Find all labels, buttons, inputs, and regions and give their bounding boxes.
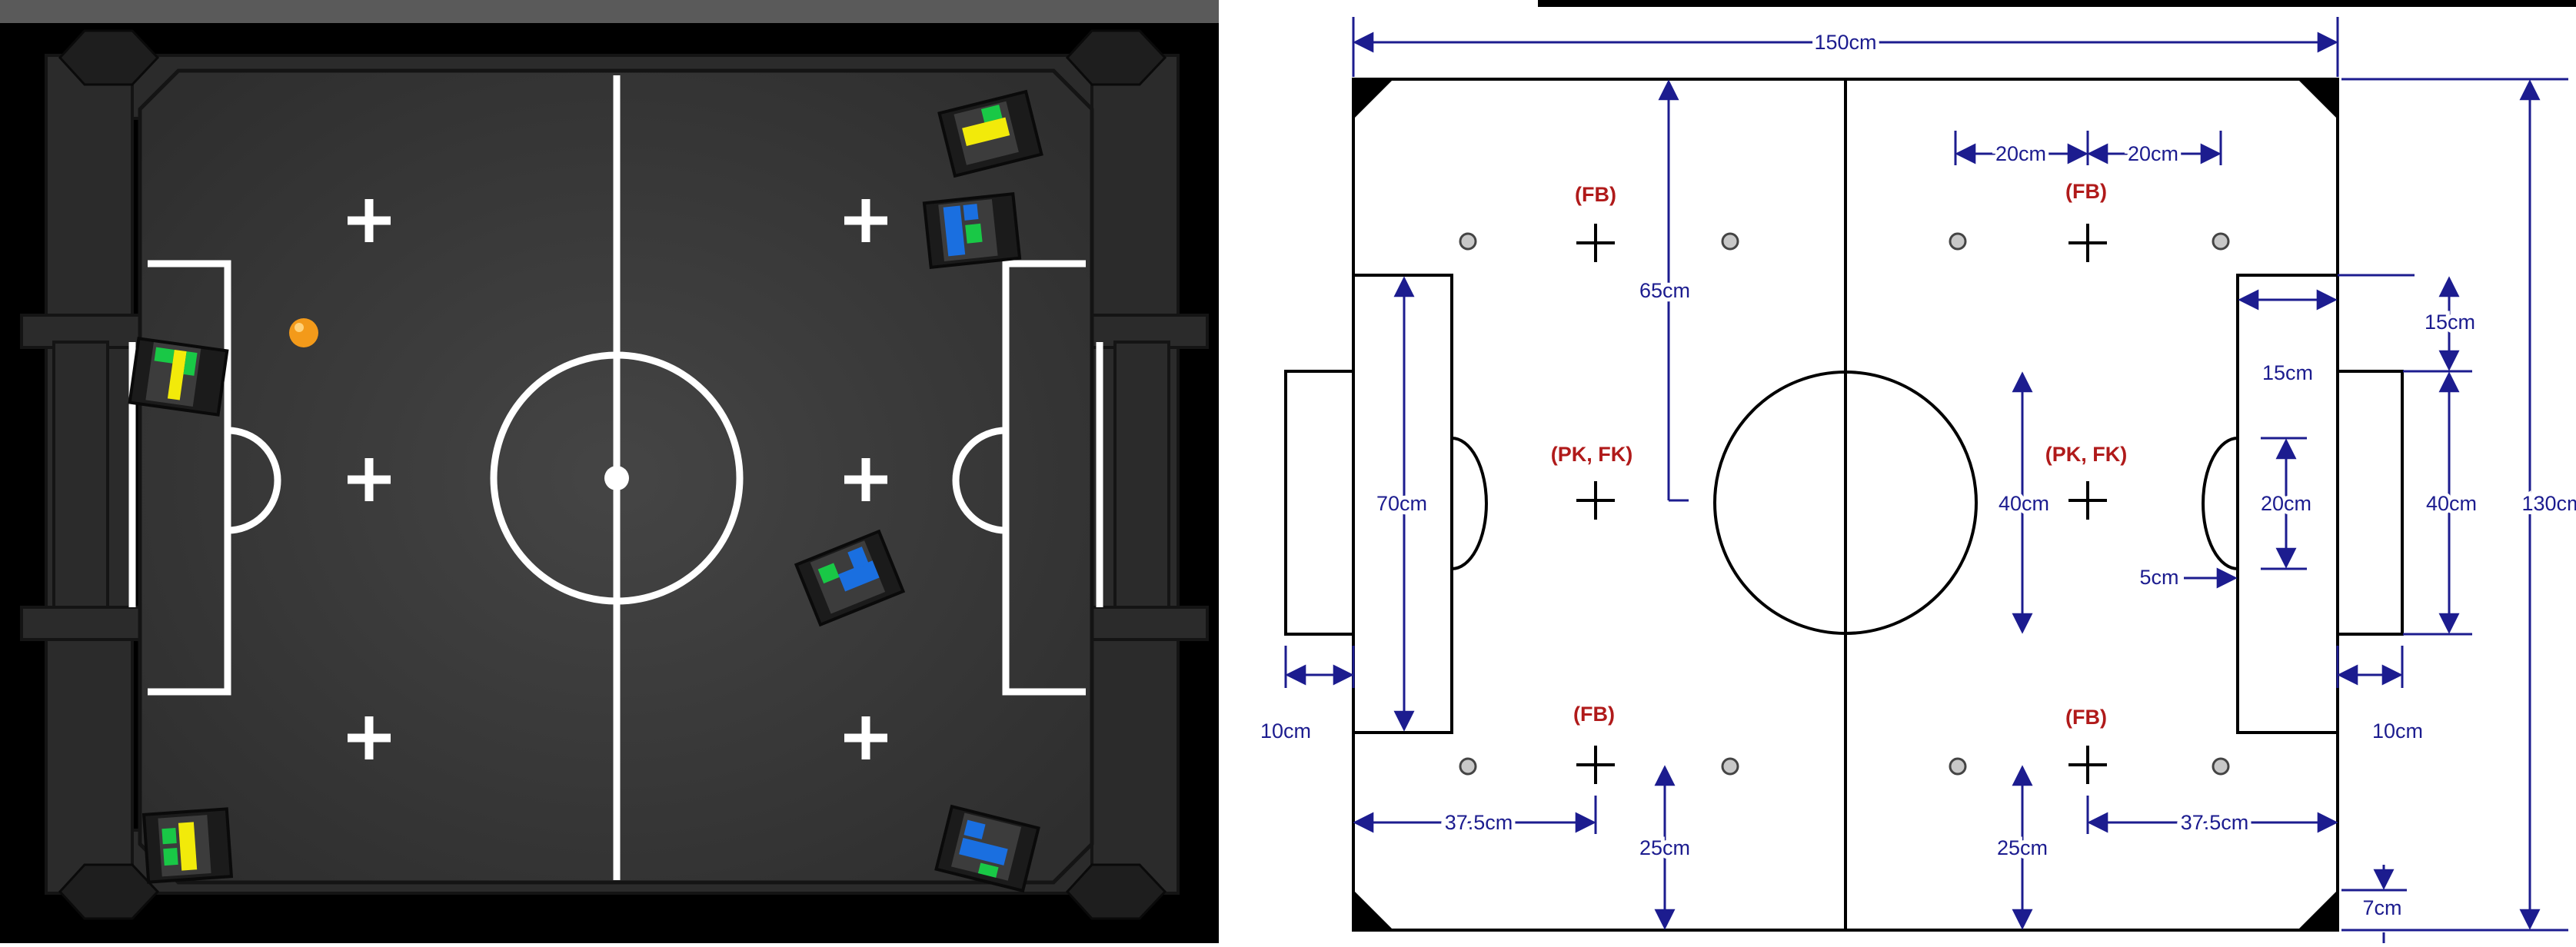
dim-goal-width-right: 40cm [2426, 492, 2477, 515]
circle-dot-icon [1459, 757, 1477, 776]
left-goal [1284, 370, 1353, 636]
dim-spot-from-goal-right: 37.5cm [2181, 811, 2249, 834]
dim-corner-size: 7cm [2362, 896, 2401, 919]
right-penalty-area [2202, 274, 2338, 734]
dim-spot-from-goal-left: 37.5cm [1445, 811, 1513, 834]
corner-posts [58, 29, 1167, 920]
spot-markers [1459, 232, 2230, 776]
robot-top-icon [922, 191, 1022, 270]
dim-arc-diameter: 20cm [2261, 492, 2311, 515]
plus-icon [844, 716, 887, 759]
simulator-view [0, 0, 1219, 943]
plus-icon [844, 199, 887, 242]
dim-top-to-center-spot: 65cm [1639, 279, 1690, 302]
plus-icon [348, 458, 391, 501]
robot-top-icon [937, 89, 1043, 178]
label-pkfk-left: (PK, FK) [1551, 443, 1632, 466]
dim-goal-setback-top: 15cm [2425, 311, 2475, 334]
label-pkfk-right: (PK, FK) [2045, 443, 2127, 466]
dim-arc-offset: 5cm [2139, 566, 2178, 589]
dimension-lines [1284, 17, 2568, 943]
robot-top-icon [794, 529, 906, 627]
dim-goal-depth-right: 10cm [2372, 719, 2423, 743]
circle-dot-icon [1459, 232, 1477, 251]
robot-top-icon [934, 804, 1040, 893]
dim-spot-from-bottom-left: 25cm [1639, 836, 1690, 859]
plus-icon [348, 199, 391, 242]
plus-icon [2068, 224, 2107, 262]
dim-width-total: 150cm [1814, 31, 1876, 54]
circle-dot-icon [1721, 232, 1739, 251]
dim-spot-spacing-right: 20cm [2128, 142, 2178, 165]
circle-dot-icon [2212, 757, 2230, 776]
sim-neutral-spots [348, 199, 887, 759]
label-fb-left-bottom: (FB) [1573, 703, 1615, 726]
dimension-diagram: (FB) (FB) (PK, FK) (PK, FK) (FB) (FB) [1219, 0, 2576, 943]
dim-spot-from-bottom-right: 25cm [1997, 836, 2048, 859]
orange-ball-icon [289, 318, 318, 347]
circle-dot-icon [1721, 757, 1739, 776]
plus-icon [2068, 746, 2107, 784]
left-penalty-area [1353, 274, 1488, 734]
dim-goal-depth-left: 10cm [1260, 719, 1311, 743]
robot-top-icon [128, 337, 229, 417]
label-fb-right-bottom: (FB) [2065, 706, 2107, 729]
plus-icon [2068, 481, 2107, 520]
label-fb-left-top: (FB) [1575, 183, 1616, 206]
circle-dot-icon [1949, 232, 1967, 251]
label-fb-right-top: (FB) [2065, 180, 2107, 203]
circle-dot-icon [1949, 757, 1967, 776]
plus-icon [844, 458, 887, 501]
neutral-spot-crosses [1576, 224, 2107, 784]
circle-dot-icon [2212, 232, 2230, 251]
right-goal [2338, 370, 2404, 636]
sim-top-edge [0, 0, 1219, 23]
sim-center-spot [604, 466, 629, 490]
robot-top-icon [141, 807, 234, 884]
plus-icon [1576, 224, 1615, 262]
dim-goal-width-left: 40cm [1999, 492, 2049, 515]
plus-icon [1576, 746, 1615, 784]
center-circle [1713, 370, 1978, 635]
plus-icon [348, 716, 391, 759]
dim-penalty-area-height: 70cm [1376, 492, 1427, 515]
plus-icon [1576, 481, 1615, 520]
dim-spot-spacing-left: 20cm [1995, 142, 2046, 165]
top-border-strip [1538, 0, 2576, 7]
dim-penalty-area-depth: 15cm [2262, 361, 2313, 384]
dim-height-total: 130cm [2521, 492, 2576, 515]
corner-triangles [1353, 79, 2338, 930]
